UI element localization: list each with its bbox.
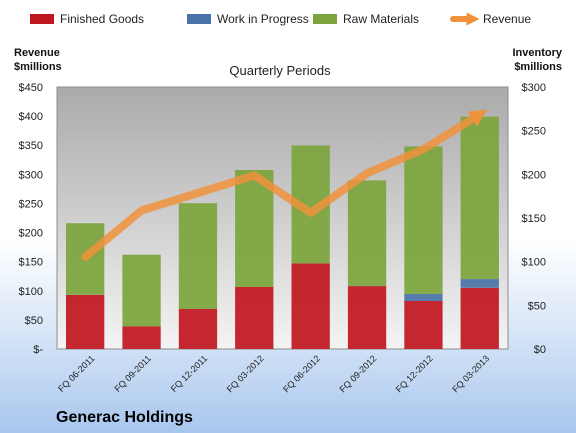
bar-work-in-progress [460, 279, 499, 288]
category-label: FQ 09-2011 [112, 353, 153, 394]
bars-layer [66, 116, 499, 349]
left-tick-label: $450 [19, 82, 43, 94]
bar-raw-materials [235, 170, 274, 287]
bar-finished-goods [291, 263, 330, 349]
right-tick-label: $300 [522, 82, 546, 94]
right-tick-label: $200 [522, 169, 546, 181]
bar-finished-goods [122, 326, 161, 349]
bar-raw-materials [178, 203, 218, 309]
left-tick-label: $300 [19, 169, 43, 181]
right-tick-label: $0 [534, 344, 546, 356]
category-label: FQ 03-2013 [450, 353, 491, 394]
bar-raw-materials [347, 180, 387, 287]
bar-finished-goods [404, 301, 443, 349]
left-tick-label: $250 [19, 198, 43, 210]
left-tick-label: $100 [19, 286, 43, 298]
legend: Finished Goods Work in Progress Raw Materi… [30, 12, 531, 26]
category-label: FQ 06-2011 [56, 353, 97, 394]
right-tick-label: $250 [522, 126, 546, 138]
chart-title: Quarterly Periods [229, 63, 331, 78]
bar-finished-goods [66, 294, 105, 349]
category-label: FQ 03-2012 [225, 353, 266, 394]
legend-finished-goods-swatch [30, 14, 54, 24]
revenue-line [81, 109, 488, 261]
legend-finished-goods-label: Finished Goods [60, 12, 144, 26]
legend-raw-materials-swatch [313, 14, 337, 24]
category-label: FQ 12-2011 [169, 353, 210, 394]
right-tick-label: $50 [528, 300, 546, 312]
category-label: FQ 09-2012 [337, 353, 378, 394]
right-axis-title: Inventory $millions [512, 47, 562, 73]
right-tick-label: $100 [522, 257, 546, 269]
left-tick-label: $50 [25, 315, 43, 327]
category-label: FQ 12-2012 [394, 353, 435, 394]
bar-finished-goods [460, 287, 499, 349]
bar-raw-materials [404, 146, 443, 294]
left-axis-ticks: $- $50 $100 $150 $200 $250 $300 $350 $400 $450 [19, 82, 44, 356]
right-tick-label: $150 [522, 213, 546, 225]
bar-raw-materials [460, 116, 499, 280]
category-label: FQ 06-2012 [281, 353, 322, 394]
bar-raw-materials [122, 254, 161, 327]
bar-finished-goods [235, 287, 274, 349]
bar-finished-goods [347, 286, 387, 349]
legend-raw-materials-label: Raw Materials [343, 12, 419, 26]
left-tick-label: $- [33, 344, 43, 356]
left-axis-title: Revenue $millions [14, 47, 62, 73]
company-name: Generac Holdings [56, 409, 193, 426]
left-tick-label: $150 [19, 257, 43, 269]
bar-work-in-progress [404, 294, 443, 301]
left-tick-label: $350 [19, 140, 43, 152]
legend-work-in-progress-swatch [187, 14, 211, 24]
legend-revenue-label: Revenue [483, 12, 531, 26]
left-tick-label: $400 [19, 111, 43, 123]
left-tick-label: $200 [19, 228, 43, 240]
bar-finished-goods [178, 308, 218, 349]
legend-work-in-progress-label: Work in Progress [217, 12, 309, 26]
right-axis-ticks: $0 $50 $100 $150 $200 $250 $300 [522, 82, 546, 356]
category-labels: FQ 06-2011 FQ 09-2011 FQ 12-2011 FQ 03-2012… [56, 353, 491, 394]
